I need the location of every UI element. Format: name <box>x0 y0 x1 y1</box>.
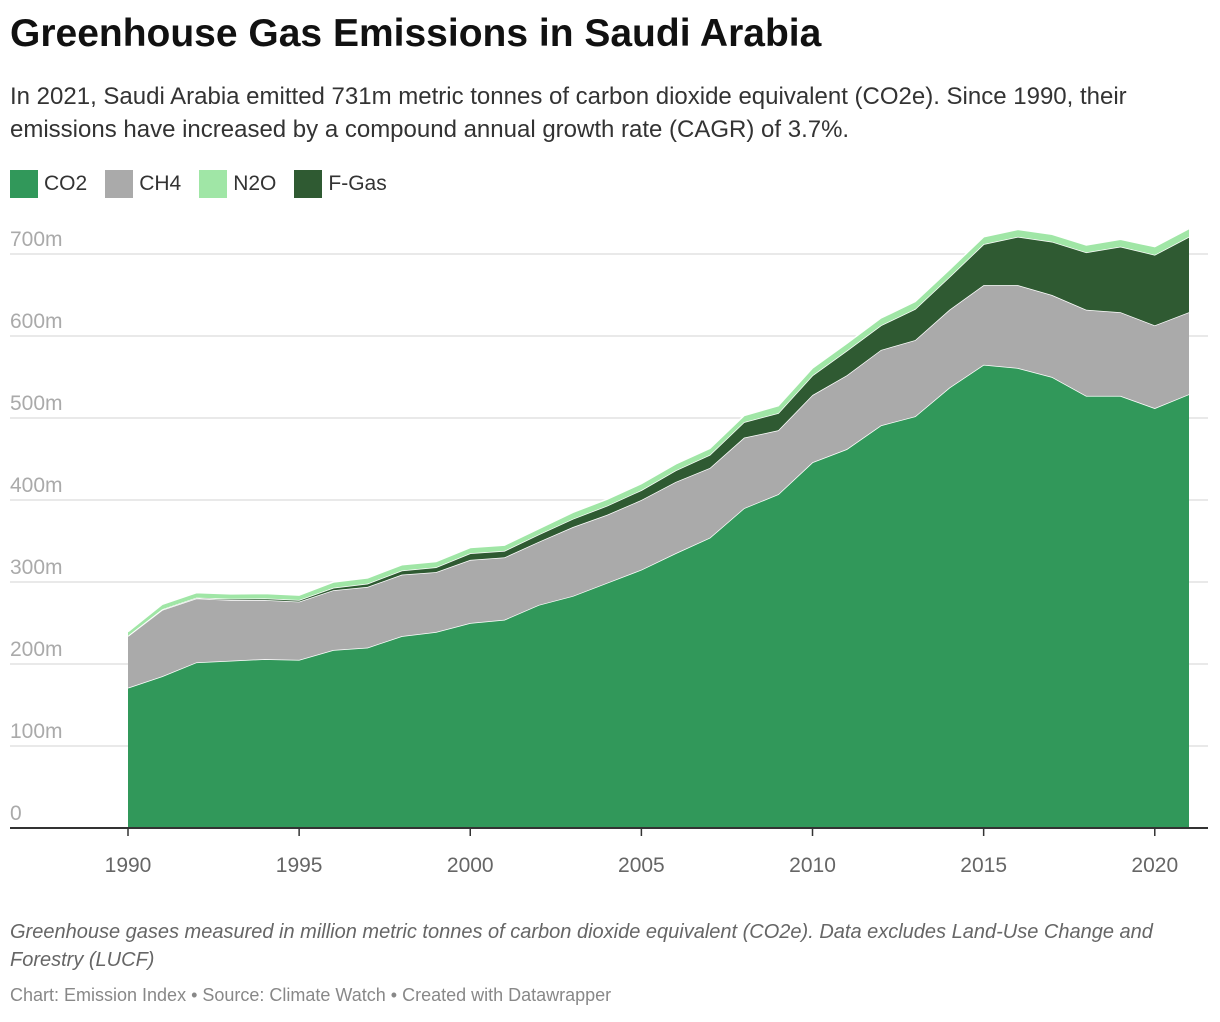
y-tick-label: 100m <box>10 720 63 743</box>
legend-item-ch4: CH4 <box>105 170 181 198</box>
y-tick-label: 200m <box>10 638 63 661</box>
legend-swatch-co2 <box>10 170 38 198</box>
chart-subtitle: In 2021, Saudi Arabia emitted 731m metri… <box>10 83 1127 143</box>
legend-label: CH4 <box>139 172 182 195</box>
x-tick-label: 2015 <box>960 854 1007 877</box>
legend-item-fgas: F-Gas <box>294 170 387 198</box>
legend-swatch-fgas <box>294 170 323 198</box>
y-tick-label: 0 <box>10 802 22 825</box>
legend-label: N2O <box>233 172 277 195</box>
area-n2o <box>128 228 1189 636</box>
x-tick-label: 1995 <box>276 854 323 877</box>
y-tick-label: 700m <box>10 228 63 251</box>
y-tick-label: 400m <box>10 474 63 497</box>
legend-item-co2: CO2 <box>10 170 87 198</box>
x-tick-label: 1990 <box>105 854 152 877</box>
x-tick-label: 2010 <box>789 854 836 877</box>
x-tick-label: 2005 <box>618 854 665 877</box>
y-tick-label: 500m <box>10 392 63 415</box>
legend-item-n2o: N2O <box>199 170 276 198</box>
chart-notes: Greenhouse gases measured in million met… <box>10 921 1153 971</box>
legend: CO2 CH4 N2O F-Gas <box>10 170 387 198</box>
area-ch4 <box>128 285 1189 688</box>
legend-swatch-ch4 <box>105 170 134 198</box>
area-boundary-n2o <box>127 227 1190 633</box>
legend-label: F-Gas <box>328 172 387 195</box>
chart-title: Greenhouse Gas Emissions in Saudi Arabia <box>10 12 822 55</box>
chart-credit: Chart: Emission Index • Source: Climate … <box>10 985 612 1005</box>
legend-label: CO2 <box>44 172 88 195</box>
y-tick-label: 600m <box>10 310 63 333</box>
legend-swatch-n2o <box>199 170 228 198</box>
x-tick-label: 2000 <box>447 854 494 877</box>
area-co2 <box>128 364 1189 828</box>
x-tick-label: 2020 <box>1131 854 1178 877</box>
stacked-area-chart: 0 100m 200m 300m 400m 500m 600m 700m 1990 1995 200… <box>10 227 1208 877</box>
y-tick-label: 300m <box>10 556 63 579</box>
area-fgas <box>128 236 1189 637</box>
